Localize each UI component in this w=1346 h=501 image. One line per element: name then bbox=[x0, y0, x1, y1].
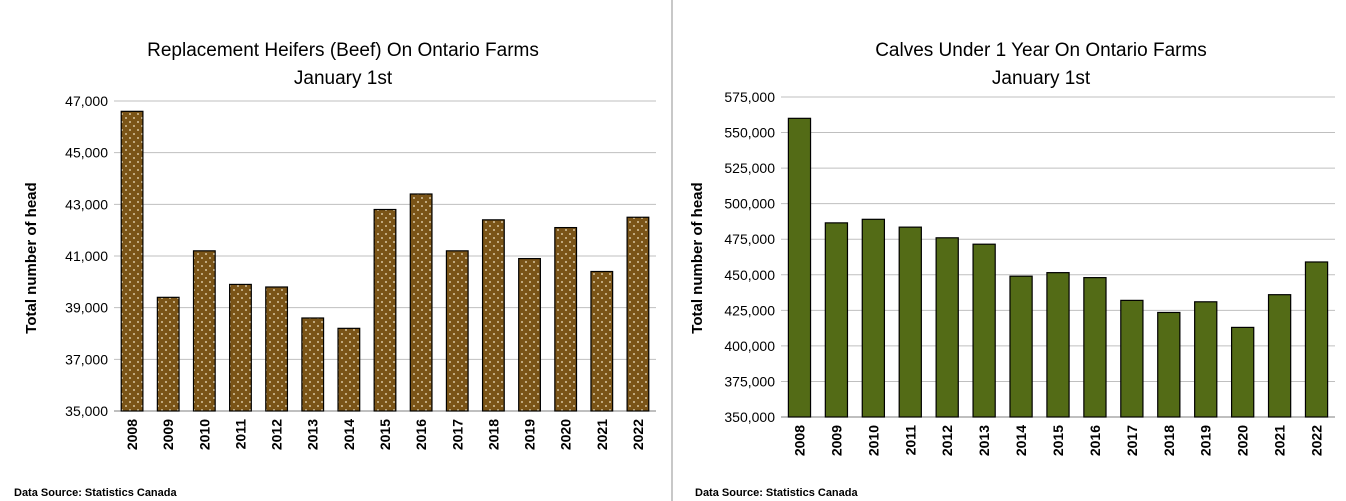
right-x-tick-label: 2011 bbox=[902, 425, 918, 456]
right-bar-2013 bbox=[972, 243, 996, 418]
right-bar-2011 bbox=[898, 226, 922, 418]
left-bar-2009 bbox=[156, 296, 180, 412]
heifers-y-axis-label: Total number of head bbox=[23, 182, 40, 333]
right-y-tick-label: 375,000 bbox=[724, 373, 775, 389]
left-x-tick-label: 2010 bbox=[196, 419, 212, 450]
left-x-tick-label: 2013 bbox=[305, 419, 321, 450]
heifers-data-source: Data Source: Statistics Canada bbox=[14, 487, 177, 499]
left-x-tick-label: 2008 bbox=[124, 419, 140, 450]
calves-chart: Calves Under 1 Year On Ontario Farms Jan… bbox=[689, 40, 1335, 456]
right-x-tick-label: 2009 bbox=[828, 425, 844, 456]
right-y-tick-label: 350,000 bbox=[724, 409, 775, 425]
left-x-tick-label: 2017 bbox=[449, 419, 465, 450]
heifers-chart-panel: Replacement Heifers (Beef) On Ontario Fa… bbox=[14, 0, 673, 501]
left-y-tick-label: 41,000 bbox=[65, 248, 108, 264]
right-bar-2009 bbox=[824, 222, 849, 418]
left-bar-2011 bbox=[229, 283, 252, 412]
right-bar-2020 bbox=[1230, 326, 1255, 418]
right-bar-2008 bbox=[787, 117, 812, 418]
right-x-tick-label: 2012 bbox=[939, 425, 955, 456]
left-x-tick-label: 2016 bbox=[413, 419, 429, 450]
left-x-tick-label: 2019 bbox=[522, 419, 538, 450]
right-y-tick-label: 400,000 bbox=[724, 338, 775, 354]
heifers-chart: Replacement Heifers (Beef) On Ontario Fa… bbox=[23, 40, 656, 450]
left-x-tick-label: 2012 bbox=[269, 419, 285, 450]
left-bar-2018 bbox=[481, 219, 505, 412]
right-y-tick-label: 450,000 bbox=[724, 267, 775, 283]
right-x-tick-label: 2019 bbox=[1198, 425, 1214, 456]
left-bar-2008 bbox=[120, 110, 144, 412]
heifers-chart-title: Replacement Heifers (Beef) On Ontario Fa… bbox=[147, 40, 539, 61]
right-x-tick-label: 2020 bbox=[1235, 425, 1251, 456]
left-bar-2020 bbox=[554, 226, 578, 412]
left-y-tick-label: 43,000 bbox=[65, 196, 108, 212]
right-bar-2018 bbox=[1157, 311, 1181, 418]
right-y-tick-label: 575,000 bbox=[724, 89, 775, 105]
right-bar-2010 bbox=[861, 218, 886, 418]
left-x-tick-label: 2014 bbox=[341, 419, 357, 450]
right-x-tick-label: 2021 bbox=[1272, 425, 1288, 456]
left-bar-2015 bbox=[373, 208, 397, 412]
right-y-tick-label: 525,000 bbox=[724, 160, 775, 176]
right-bar-2015 bbox=[1046, 272, 1070, 418]
left-bar-2021 bbox=[590, 270, 614, 412]
left-bar-2010 bbox=[192, 250, 216, 412]
left-bar-2019 bbox=[518, 257, 541, 412]
heifers-chart-subtitle: January 1st bbox=[294, 68, 393, 89]
left-y-tick-label: 37,000 bbox=[65, 351, 108, 367]
calves-y-axis-label: Total number of head bbox=[689, 182, 706, 333]
right-y-tick-label: 425,000 bbox=[724, 302, 775, 318]
left-x-tick-label: 2020 bbox=[558, 419, 574, 450]
calves-chart-subtitle: January 1st bbox=[992, 68, 1091, 89]
right-bar-2021 bbox=[1267, 294, 1292, 418]
right-x-tick-label: 2008 bbox=[791, 425, 807, 456]
left-bar-2014 bbox=[337, 327, 361, 412]
right-bar-2019 bbox=[1194, 301, 1218, 418]
right-x-tick-label: 2016 bbox=[1087, 425, 1103, 456]
left-x-tick-label: 2009 bbox=[160, 419, 176, 450]
right-bar-2016 bbox=[1083, 277, 1107, 418]
left-y-tick-label: 47,000 bbox=[65, 93, 108, 109]
right-x-tick-label: 2015 bbox=[1050, 425, 1066, 456]
right-y-tick-label: 475,000 bbox=[724, 231, 775, 247]
right-x-tick-label: 2010 bbox=[865, 425, 881, 456]
left-bar-2013 bbox=[301, 317, 325, 412]
right-x-tick-label: 2013 bbox=[976, 425, 992, 456]
calves-data-source: Data Source: Statistics Canada bbox=[695, 487, 858, 499]
left-x-tick-label: 2011 bbox=[232, 419, 248, 450]
left-y-tick-label: 35,000 bbox=[65, 403, 108, 419]
right-x-tick-label: 2022 bbox=[1309, 425, 1325, 456]
left-x-tick-label: 2021 bbox=[594, 419, 610, 450]
right-bar-2017 bbox=[1120, 299, 1144, 418]
right-bar-2022 bbox=[1304, 261, 1329, 418]
left-y-tick-label: 45,000 bbox=[65, 145, 108, 161]
right-bar-2012 bbox=[935, 237, 959, 418]
right-x-tick-label: 2014 bbox=[1013, 425, 1029, 456]
left-x-tick-label: 2018 bbox=[485, 419, 501, 450]
left-y-tick-label: 39,000 bbox=[65, 300, 108, 316]
calves-chart-title: Calves Under 1 Year On Ontario Farms bbox=[875, 40, 1207, 61]
right-y-tick-label: 500,000 bbox=[724, 196, 775, 212]
left-bar-2012 bbox=[265, 286, 289, 412]
right-x-tick-label: 2018 bbox=[1161, 425, 1177, 456]
calves-chart-panel: Calves Under 1 Year On Ontario Farms Jan… bbox=[675, 0, 1346, 501]
right-x-tick-label: 2017 bbox=[1124, 425, 1140, 456]
right-bar-2014 bbox=[1009, 275, 1033, 418]
right-y-tick-label: 550,000 bbox=[724, 125, 775, 141]
left-x-tick-label: 2022 bbox=[630, 419, 646, 450]
left-bar-2016 bbox=[409, 193, 433, 412]
left-bar-2017 bbox=[445, 250, 469, 412]
left-x-tick-label: 2015 bbox=[377, 419, 393, 450]
left-bar-2022 bbox=[626, 216, 650, 412]
